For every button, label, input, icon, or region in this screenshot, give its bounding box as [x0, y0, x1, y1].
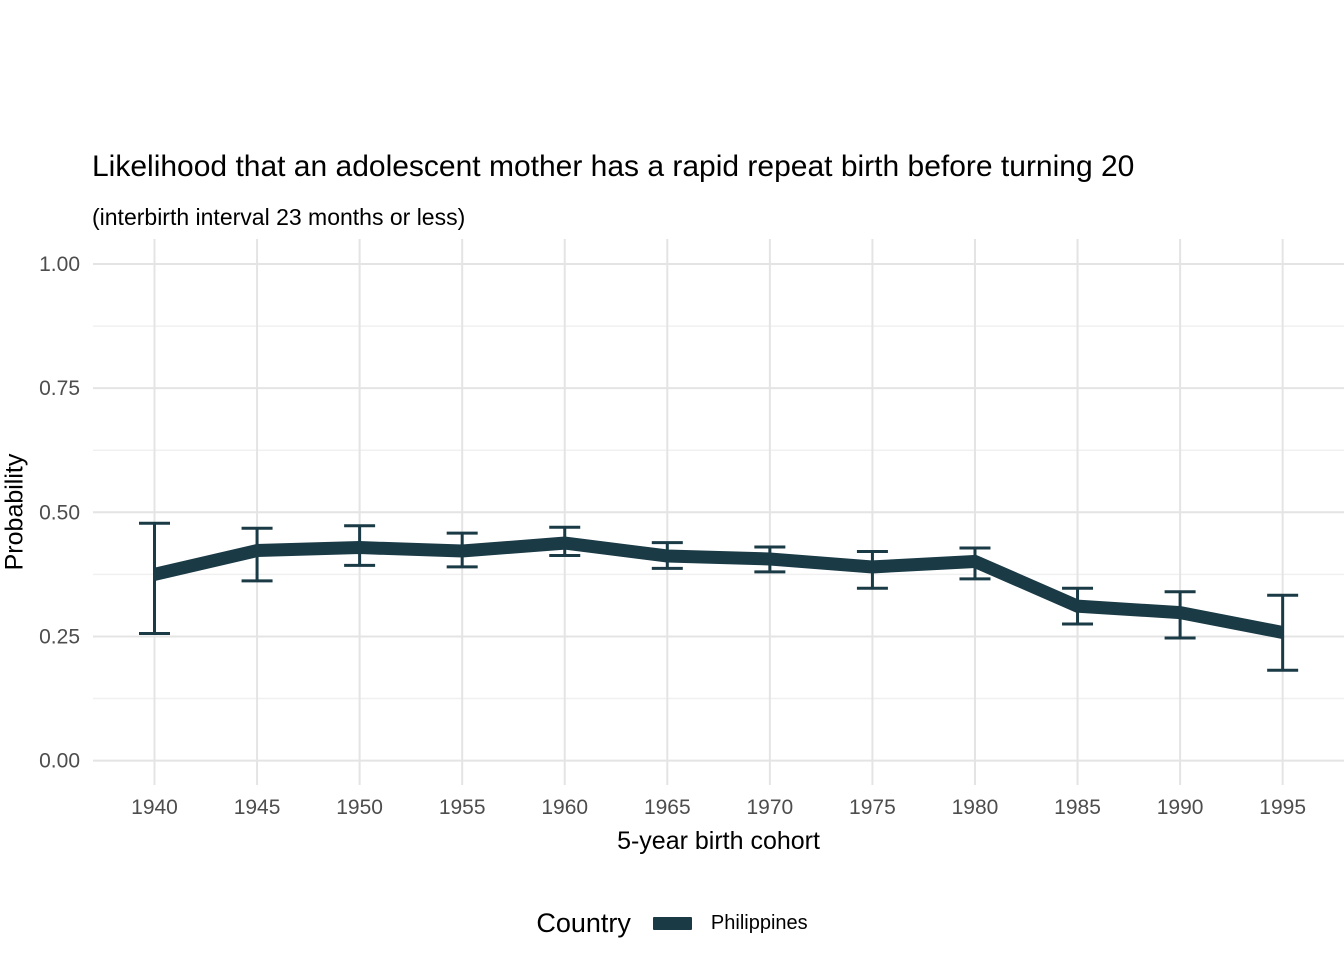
- legend-title: Country: [536, 907, 631, 938]
- y-axis-title: Probability: [0, 453, 29, 571]
- y-tick-label: 1.00: [39, 253, 80, 276]
- chart-subtitle: (interbirth interval 23 months or less): [92, 204, 466, 230]
- x-tick-label: 1975: [849, 796, 896, 819]
- x-tick-label: 1945: [234, 796, 281, 819]
- series-line-philippines: [153, 536, 1284, 639]
- legend: Country Philippines: [0, 901, 1344, 945]
- x-tick-label: 1985: [1054, 796, 1101, 819]
- x-tick-label: 1970: [747, 796, 794, 819]
- x-tick-label: 1960: [541, 796, 588, 819]
- legend-item-philippines: Philippines: [652, 911, 808, 935]
- x-tick-label: 1965: [644, 796, 691, 819]
- y-tick-label: 0.00: [39, 750, 80, 773]
- x-tick-label: 1955: [439, 796, 486, 819]
- x-tick-label: 1950: [336, 796, 383, 819]
- x-tick-label: 1990: [1157, 796, 1204, 819]
- x-tick-label: 1995: [1259, 796, 1306, 819]
- legend-label: Philippines: [710, 911, 808, 934]
- x-tick-label: 1940: [131, 796, 178, 819]
- y-tick-label: 0.25: [39, 625, 80, 648]
- y-tick-label: 0.75: [39, 377, 80, 400]
- x-axis-title: 5-year birth cohort: [617, 827, 820, 855]
- legend-swatch: [652, 916, 692, 930]
- y-tick-label: 0.50: [39, 501, 80, 524]
- chart-title: Likelihood that an adolescent mother has…: [92, 150, 1135, 183]
- x-tick-label: 1980: [952, 796, 999, 819]
